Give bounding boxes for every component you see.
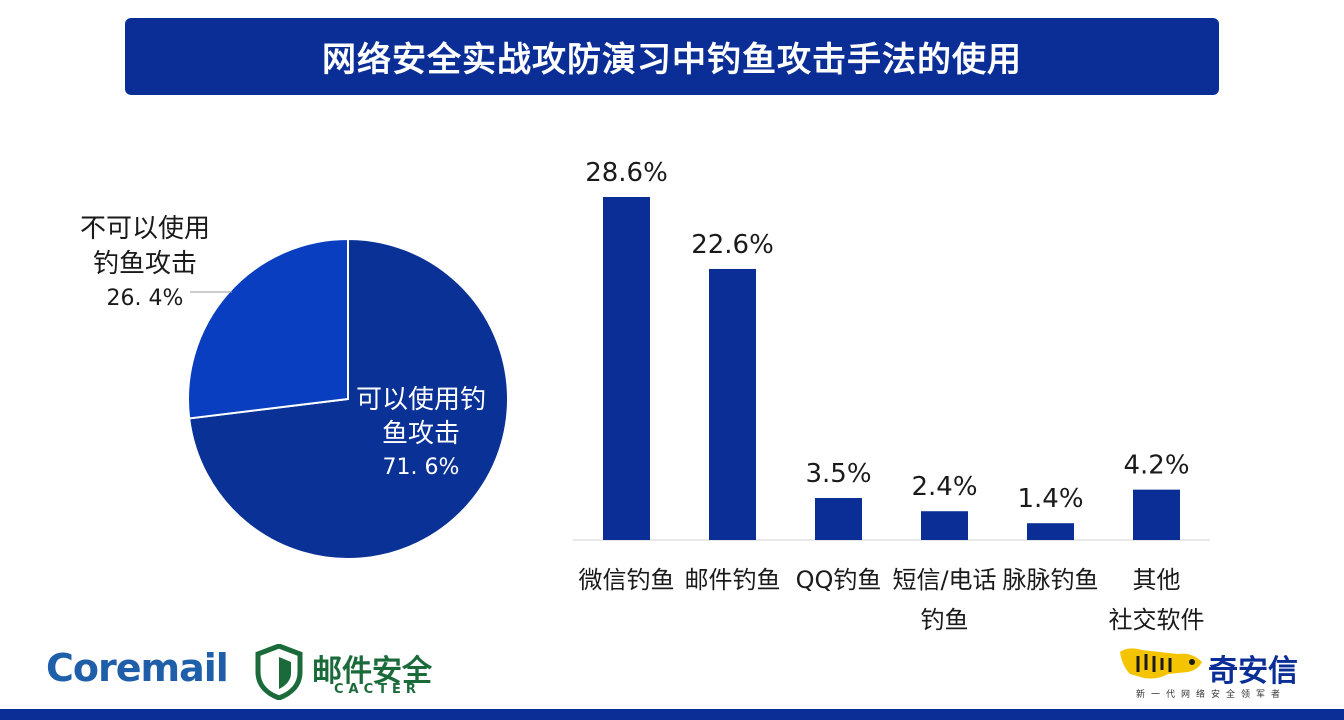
qianxin-name: 奇安信 — [1208, 654, 1298, 689]
x-tick-label: 微信钓鱼 — [579, 566, 675, 594]
bar — [1027, 523, 1074, 540]
qianxin-slogan: 新一代网络安全领军者 — [1135, 690, 1286, 700]
bar-data-label: 4.2% — [1123, 451, 1189, 481]
pie-label: 不可以使用 — [80, 214, 210, 244]
x-tick-label: 邮件钓鱼 — [685, 566, 781, 594]
bar — [709, 268, 756, 540]
pie-label: 鱼攻击 — [382, 419, 460, 449]
qianxin-logo: 奇安信 新一代网络安全领军者 — [1118, 644, 1318, 704]
x-tick-label: 短信/电话 — [892, 566, 996, 594]
bottom-band — [0, 709, 1344, 720]
title-bar: 网络安全实战攻防演习中钓鱼攻击手法的使用 — [125, 18, 1219, 95]
coremail-logo: Coremail — [46, 646, 229, 690]
bar-data-label: 28.6% — [585, 158, 668, 188]
x-tick-label: 其他 — [1133, 566, 1181, 594]
cacter-logo: 邮件安全 CACTER — [254, 644, 444, 700]
bar — [1133, 489, 1180, 540]
tiger-icon — [1120, 648, 1202, 679]
cacter-english-name: CACTER — [334, 682, 421, 697]
x-tick-label: 脉脉钓鱼 — [1003, 566, 1099, 594]
page-title: 网络安全实战攻防演习中钓鱼攻击手法的使用 — [322, 40, 1022, 80]
bar — [921, 511, 968, 540]
shield-icon — [255, 644, 303, 700]
pie-value-label: 26. 4% — [107, 286, 184, 311]
bar-data-label: 1.4% — [1017, 484, 1083, 514]
pie-slice — [187, 237, 349, 420]
bar — [815, 498, 862, 540]
x-tick-label: 钓鱼 — [921, 606, 969, 634]
bar-data-label: 22.6% — [691, 230, 774, 260]
bar-data-label: 3.5% — [805, 459, 871, 489]
x-tick-label: QQ钓鱼 — [796, 566, 882, 594]
cacter-name: 邮件安全 — [312, 654, 432, 689]
pie-label: 钓鱼攻击 — [93, 249, 197, 279]
pie-label: 可以使用钓 — [356, 385, 486, 415]
bar — [603, 197, 650, 540]
pie-value-label: 71. 6% — [383, 455, 460, 480]
x-tick-label: 社交软件 — [1109, 606, 1205, 634]
bar-data-label: 2.4% — [911, 472, 977, 502]
